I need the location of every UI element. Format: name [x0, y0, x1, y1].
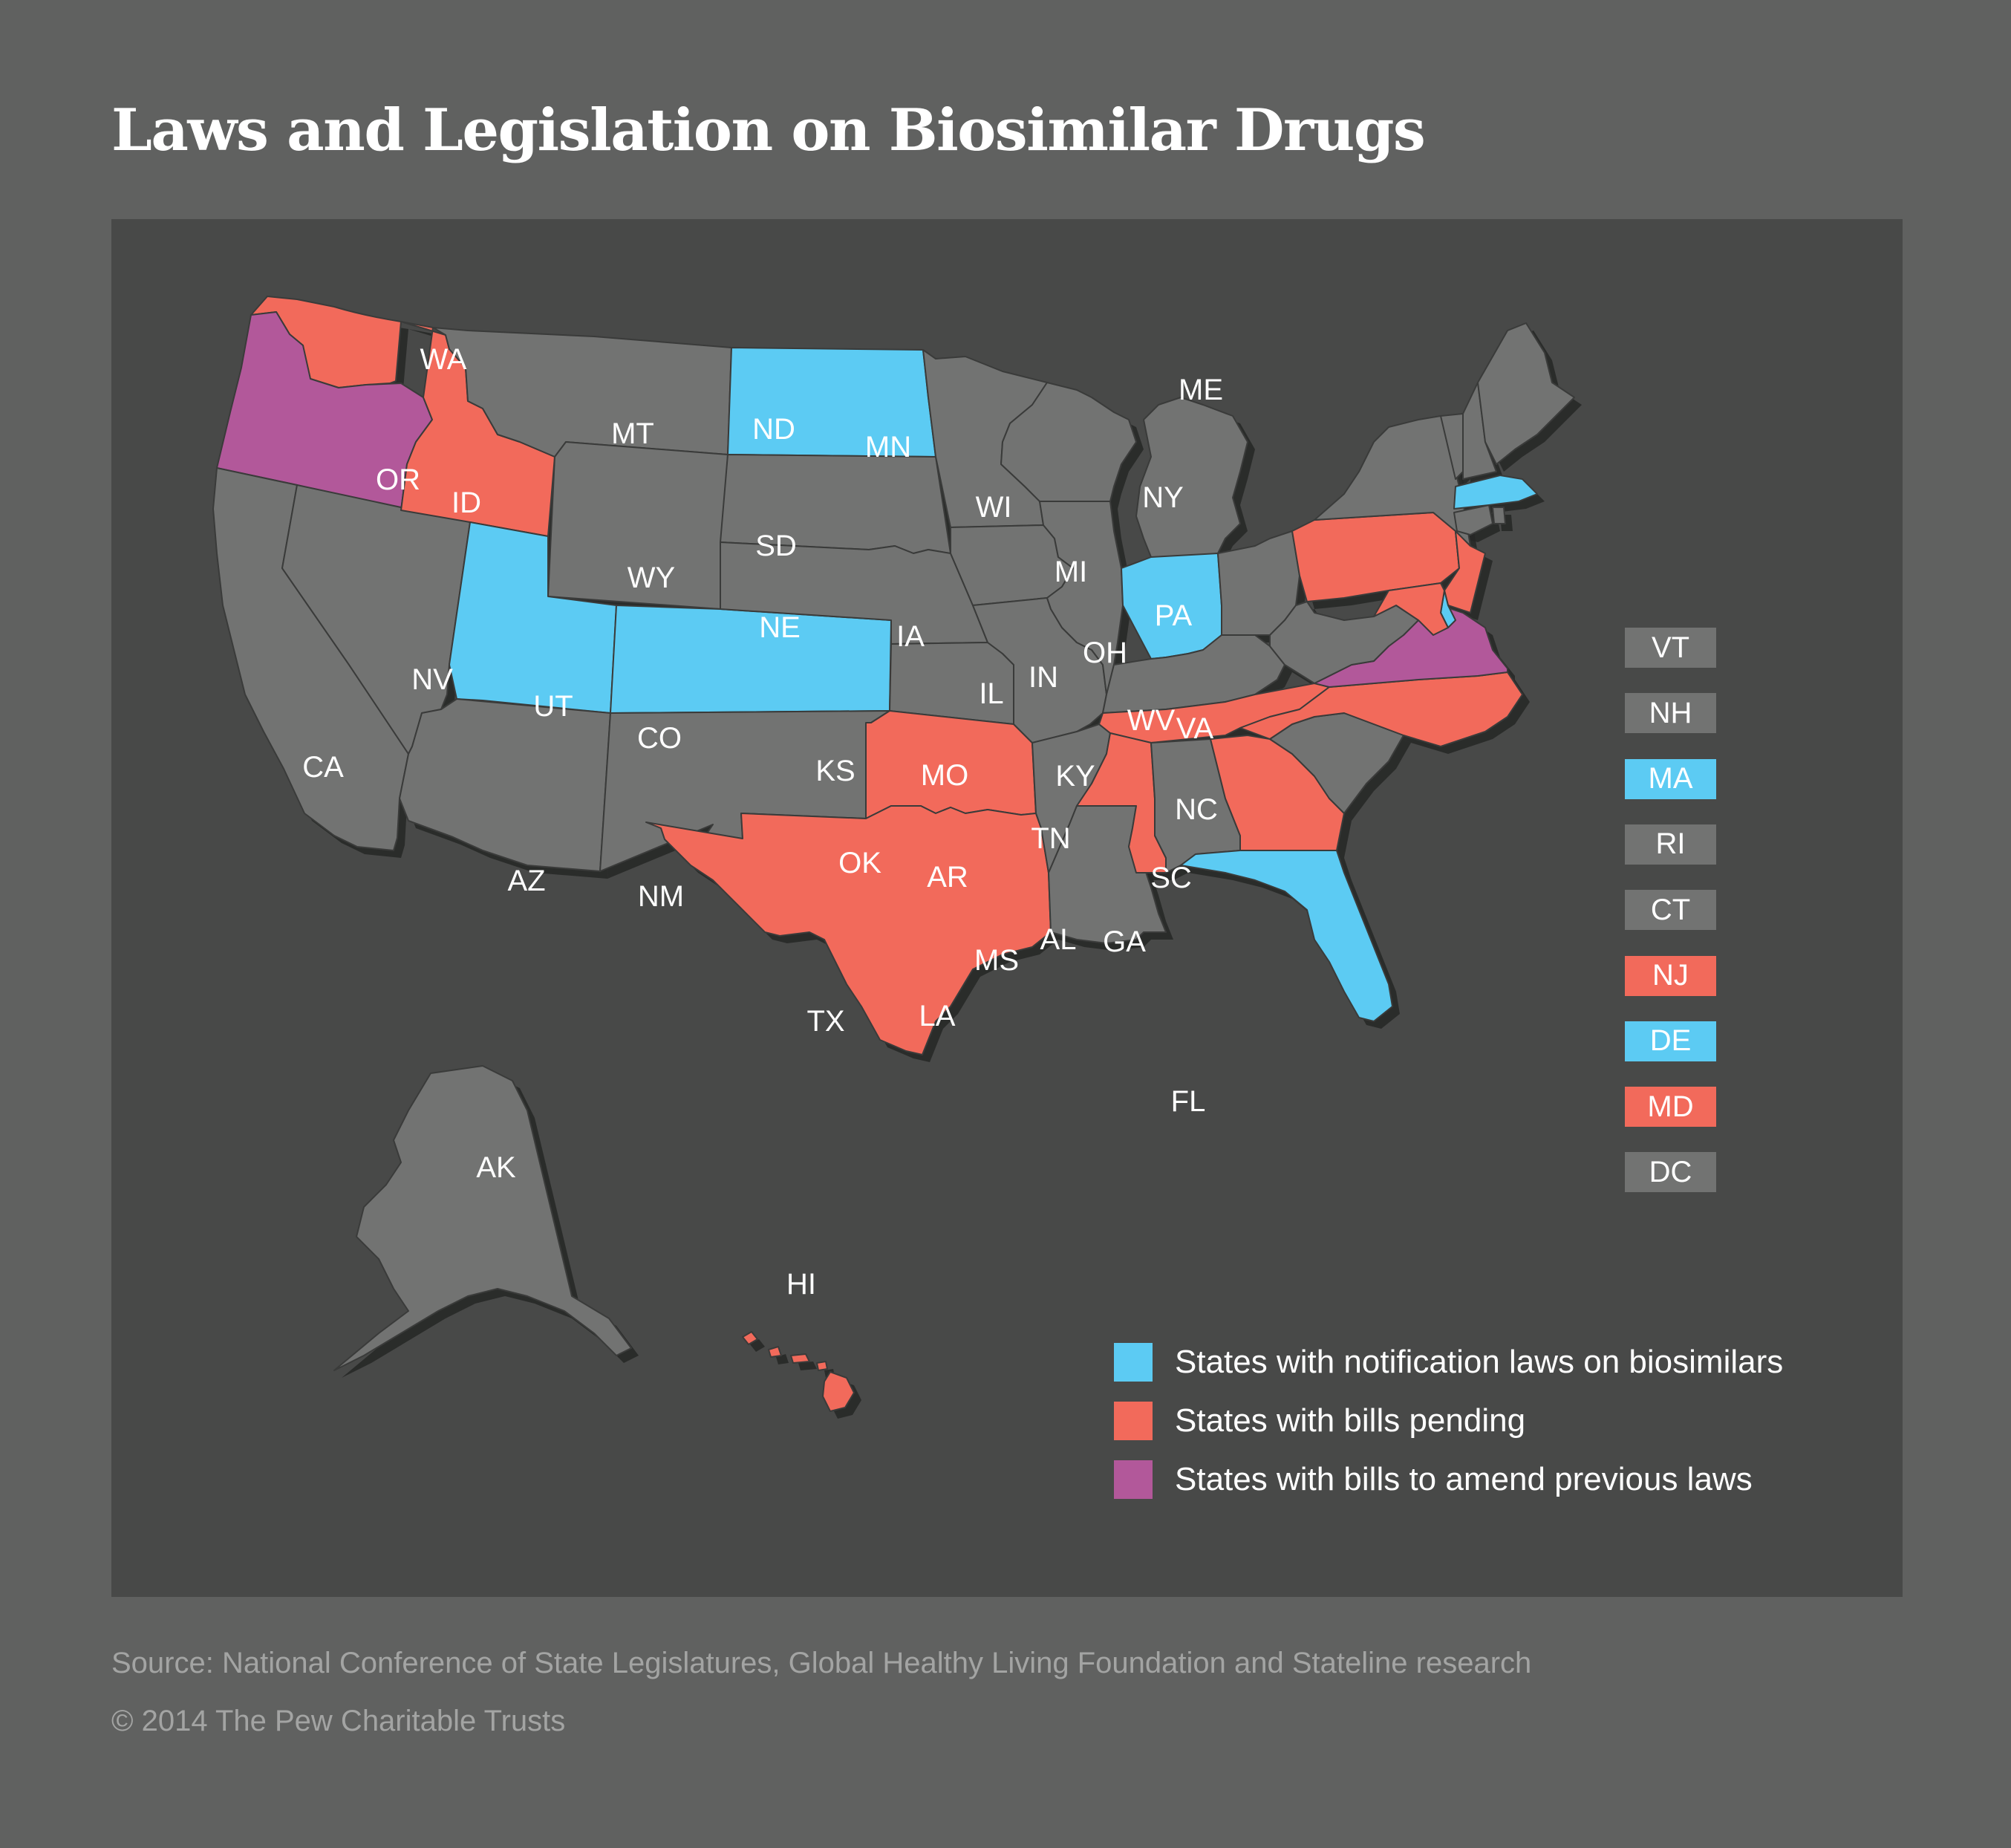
us-map: WA OR ID MT ND MN WI MI NY ME SD WY NE IA IL IN OH PA NV UT…	[212, 296, 1582, 1419]
state-label-wi: WI	[976, 491, 1012, 524]
state-label-wv: WV	[1127, 704, 1176, 737]
copyright-note: © 2014 The Pew Charitable Trusts	[111, 1705, 566, 1737]
legend: States with notification laws on biosimi…	[1114, 1341, 1783, 1517]
state-label-va: VA	[1176, 712, 1214, 745]
state-label-co: CO	[637, 722, 682, 755]
state-az	[399, 698, 611, 872]
legend-swatch-notification	[1114, 1343, 1153, 1382]
source-note: Source: National Conference of State Leg…	[111, 1647, 1532, 1679]
small-state-chip-nh: NH	[1625, 693, 1716, 734]
state-label-mn: MN	[865, 431, 911, 463]
state-label-az: AZ	[507, 865, 545, 897]
legend-label-amend: States with bills to amend previous laws	[1175, 1461, 1753, 1497]
state-label-pa: PA	[1155, 599, 1193, 632]
state-md	[1373, 582, 1449, 636]
state-label-nd: ND	[752, 413, 795, 446]
state-label-oh: OH	[1083, 637, 1127, 669]
state-label-fl: FL	[1171, 1085, 1206, 1118]
state-label-mo: MO	[921, 759, 968, 792]
legend-swatch-pending	[1114, 1402, 1153, 1440]
legend-swatch-amend	[1114, 1460, 1153, 1499]
state-label-hi: HI	[786, 1268, 816, 1301]
legend-item-pending: States with bills pending	[1114, 1399, 1783, 1442]
state-mi	[1135, 397, 1248, 558]
small-state-chip-md: MD	[1625, 1087, 1716, 1128]
state-tx	[645, 805, 1052, 1055]
state-label-in: IN	[1029, 661, 1058, 694]
state-mt	[432, 327, 732, 458]
map-panel: WA OR ID MT ND MN WI MI NY ME SD WY NE IA IL IN OH PA NV UT…	[111, 219, 1903, 1597]
state-hi	[742, 1331, 855, 1412]
small-state-chip-de: DE	[1625, 1021, 1716, 1061]
legend-item-notification: States with notification laws on biosimi…	[1114, 1341, 1783, 1384]
state-ma	[1453, 475, 1538, 510]
small-state-chip-vt: VT	[1625, 628, 1716, 668]
state-label-ak: AK	[476, 1151, 516, 1184]
state-label-ms: MS	[974, 944, 1019, 977]
state-co	[610, 605, 892, 714]
state-label-id: ID	[452, 487, 481, 519]
state-label-ks: KS	[815, 755, 855, 787]
state-me	[1477, 322, 1575, 465]
small-state-chip-ri: RI	[1625, 824, 1716, 865]
state-wi	[1000, 382, 1137, 502]
state-label-wy: WY	[628, 562, 675, 594]
state-fl	[1180, 850, 1393, 1022]
state-label-ga: GA	[1103, 925, 1146, 958]
state-ri	[1492, 507, 1506, 524]
state-label-ok: OK	[838, 847, 881, 879]
state-label-mt: MT	[611, 417, 654, 450]
state-label-nv: NV	[411, 663, 453, 696]
state-label-ny: NY	[1142, 481, 1184, 514]
small-state-chip-dc: DC	[1625, 1152, 1716, 1193]
state-label-wa: WA	[420, 343, 467, 376]
small-state-chip-nj: NJ	[1625, 955, 1716, 996]
state-nj	[1444, 530, 1486, 614]
state-pa	[1291, 512, 1460, 602]
state-label-nm: NM	[638, 880, 684, 913]
legend-label-pending: States with bills pending	[1175, 1402, 1526, 1439]
state-label-ky: KY	[1055, 760, 1095, 793]
state-label-sd: SD	[755, 530, 797, 562]
state-label-ca: CA	[302, 751, 344, 784]
state-label-mi: MI	[1055, 556, 1087, 588]
state-label-tn: TN	[1031, 822, 1070, 855]
state-label-la: LA	[919, 1000, 956, 1032]
state-label-ia: IA	[896, 620, 925, 653]
state-label-tx: TX	[806, 1005, 844, 1038]
legend-item-amend: States with bills to amend previous laws	[1114, 1458, 1783, 1501]
state-label-me: ME	[1179, 374, 1223, 406]
state-label-nc: NC	[1175, 793, 1218, 826]
page-title: Laws and Legislation on Biosimilar Drugs	[111, 97, 1426, 164]
state-label-ne: NE	[759, 611, 801, 644]
state-ak	[333, 1065, 632, 1371]
state-label-al: AL	[1040, 923, 1077, 956]
state-label-ar: AR	[927, 861, 968, 894]
state-label-il: IL	[979, 677, 1003, 710]
small-state-chip-ma: MA	[1625, 758, 1716, 799]
state-wy	[547, 441, 729, 610]
state-nh	[1462, 382, 1497, 480]
state-label-or: OR	[376, 463, 420, 496]
state-label-ut: UT	[533, 690, 573, 723]
legend-label-notification: States with notification laws on biosimi…	[1175, 1344, 1784, 1380]
state-label-sc: SC	[1150, 862, 1192, 894]
small-state-chip-ct: CT	[1625, 890, 1716, 931]
